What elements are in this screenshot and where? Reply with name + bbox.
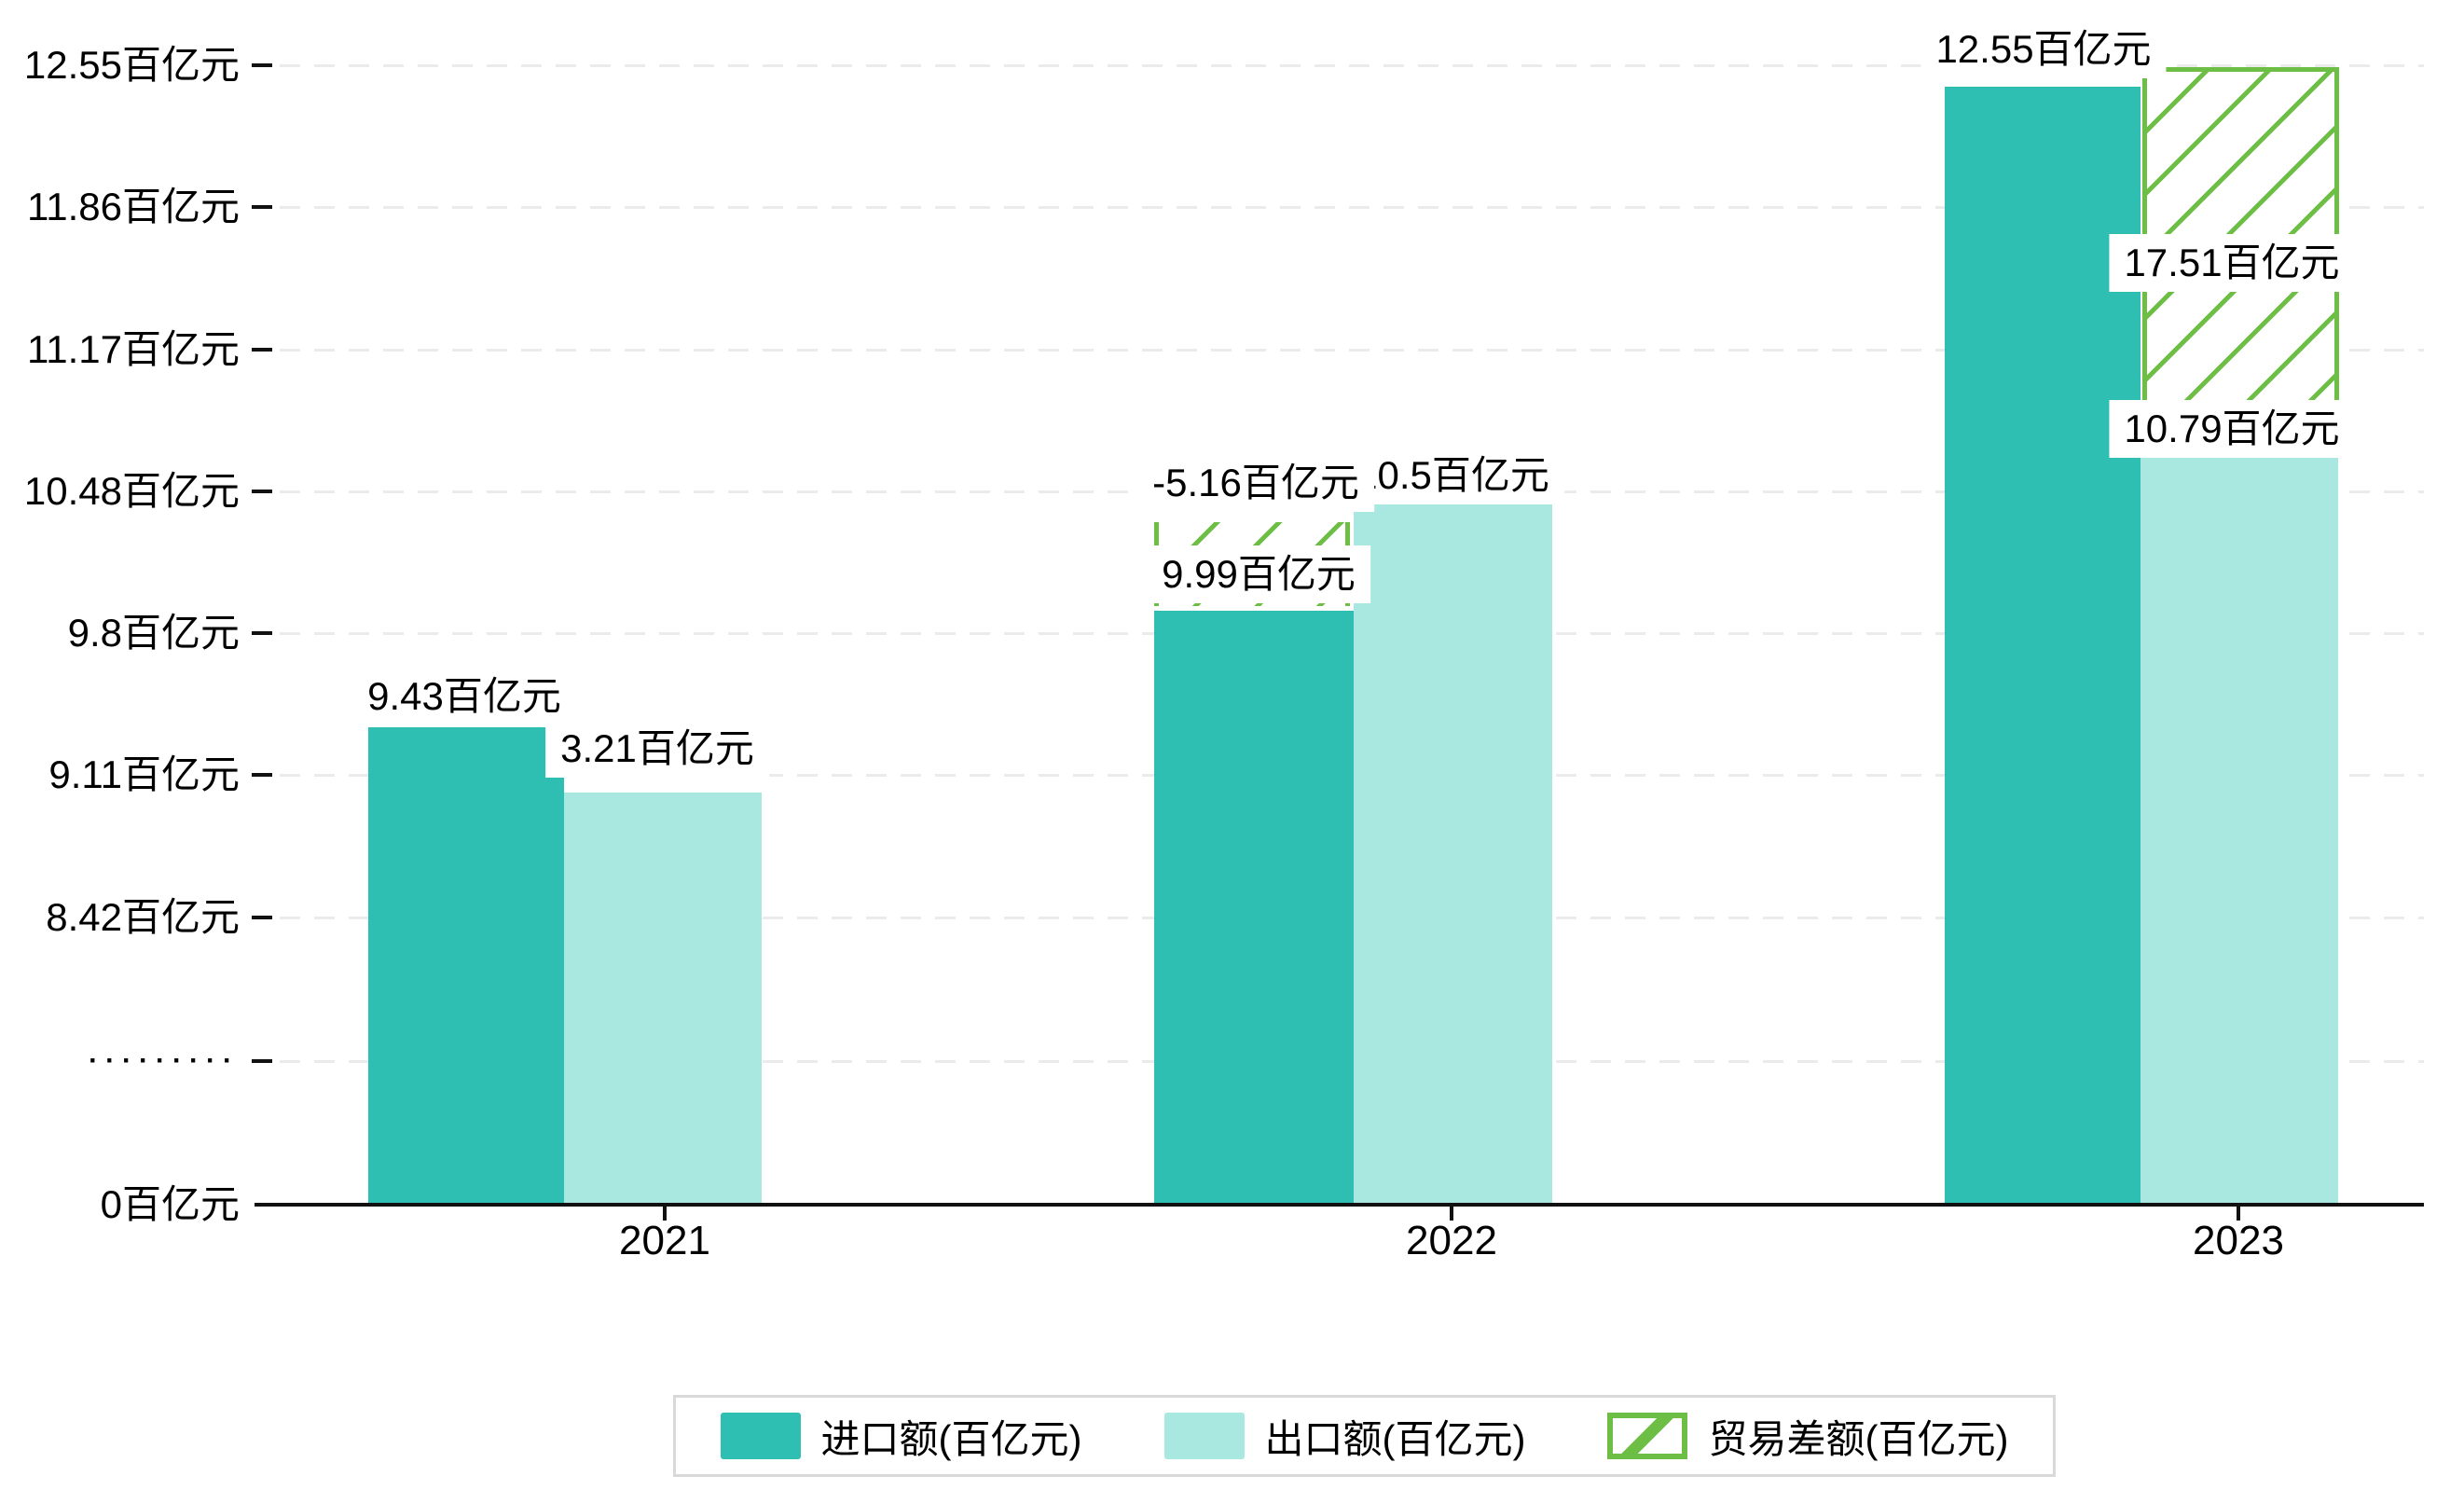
legend-swatch-export-icon: [1163, 1413, 1245, 1459]
x-axis-tick: [1450, 1205, 1453, 1221]
legend-swatch-balance-icon: [1607, 1413, 1688, 1459]
legend-label-export: 出口额(百亿元): [1264, 1416, 1526, 1461]
bar-export-2022[interactable]: [1354, 504, 1552, 1205]
value-label-balance-2022: -5.16百亿元: [1137, 454, 1374, 512]
x-axis-tick: [2237, 1205, 2240, 1221]
x-axis-line: [255, 1203, 2424, 1207]
y-axis-tick: [252, 63, 272, 67]
x-axis-label-2023: 2023: [2193, 1218, 2284, 1263]
gridline: [280, 349, 2424, 352]
gridline: [280, 64, 2424, 67]
y-axis-tick-label: 10.48百亿元: [23, 469, 240, 513]
value-label-import-2021: 9.43百亿元: [352, 668, 576, 725]
y-axis-tick-label: 0百亿元: [100, 1182, 240, 1226]
legend-swatch-import-icon: [720, 1413, 801, 1459]
legend: 进口额(百亿元) 出口额(百亿元) 贸易差额(百亿元): [673, 1395, 2056, 1477]
value-label-import-2022: 9.99百亿元: [1147, 545, 1370, 603]
value-label-export-2022: 10.5百亿元: [1341, 447, 1564, 504]
value-label-balance-2023: 17.51百亿元: [2109, 234, 2355, 292]
y-axis-tick-label: 11.17百亿元: [27, 327, 240, 371]
gridline: [280, 206, 2424, 209]
y-axis-tick: [252, 205, 272, 209]
bar-export-2021[interactable]: [564, 793, 762, 1205]
y-axis-tick-label: 9.11百亿元: [48, 752, 240, 796]
bar-import-2021[interactable]: [368, 727, 564, 1205]
y-axis-tick-label: ·········: [89, 1045, 240, 1076]
y-axis-tick: [252, 631, 272, 635]
legend-item-import[interactable]: 进口额(百亿元): [720, 1408, 1082, 1465]
x-axis-label-2022: 2022: [1406, 1218, 1497, 1263]
y-axis-tick: [252, 1059, 272, 1063]
y-axis-tick: [252, 916, 272, 919]
y-axis-tick: [252, 490, 272, 493]
legend-label-import: 进口额(百亿元): [820, 1416, 1082, 1461]
y-axis-tick-label: 11.86百亿元: [27, 185, 240, 228]
y-axis-tick-label: 9.8百亿元: [67, 611, 240, 655]
legend-label-balance: 贸易差额(百亿元): [1708, 1416, 2009, 1461]
x-axis-tick: [663, 1205, 667, 1221]
legend-item-balance[interactable]: 贸易差额(百亿元): [1607, 1408, 2008, 1465]
x-axis-label-2021: 2021: [619, 1218, 710, 1263]
y-axis-tick-label: 8.42百亿元: [46, 895, 240, 939]
y-axis-tick: [252, 348, 272, 352]
value-label-import-2023: 12.55百亿元: [1920, 21, 2167, 78]
bar-import-2023[interactable]: [1945, 87, 2141, 1205]
y-axis-tick: [252, 773, 272, 777]
value-label-export-2021: 3.21百亿元: [545, 720, 769, 778]
bar-import-2022[interactable]: [1154, 611, 1354, 1205]
value-label-export-2023: 10.79百亿元: [2109, 400, 2355, 458]
y-axis-tick-label: 12.55百亿元: [23, 43, 240, 87]
bar-export-2023[interactable]: [2141, 457, 2338, 1205]
legend-item-export[interactable]: 出口额(百亿元): [1163, 1408, 1526, 1465]
